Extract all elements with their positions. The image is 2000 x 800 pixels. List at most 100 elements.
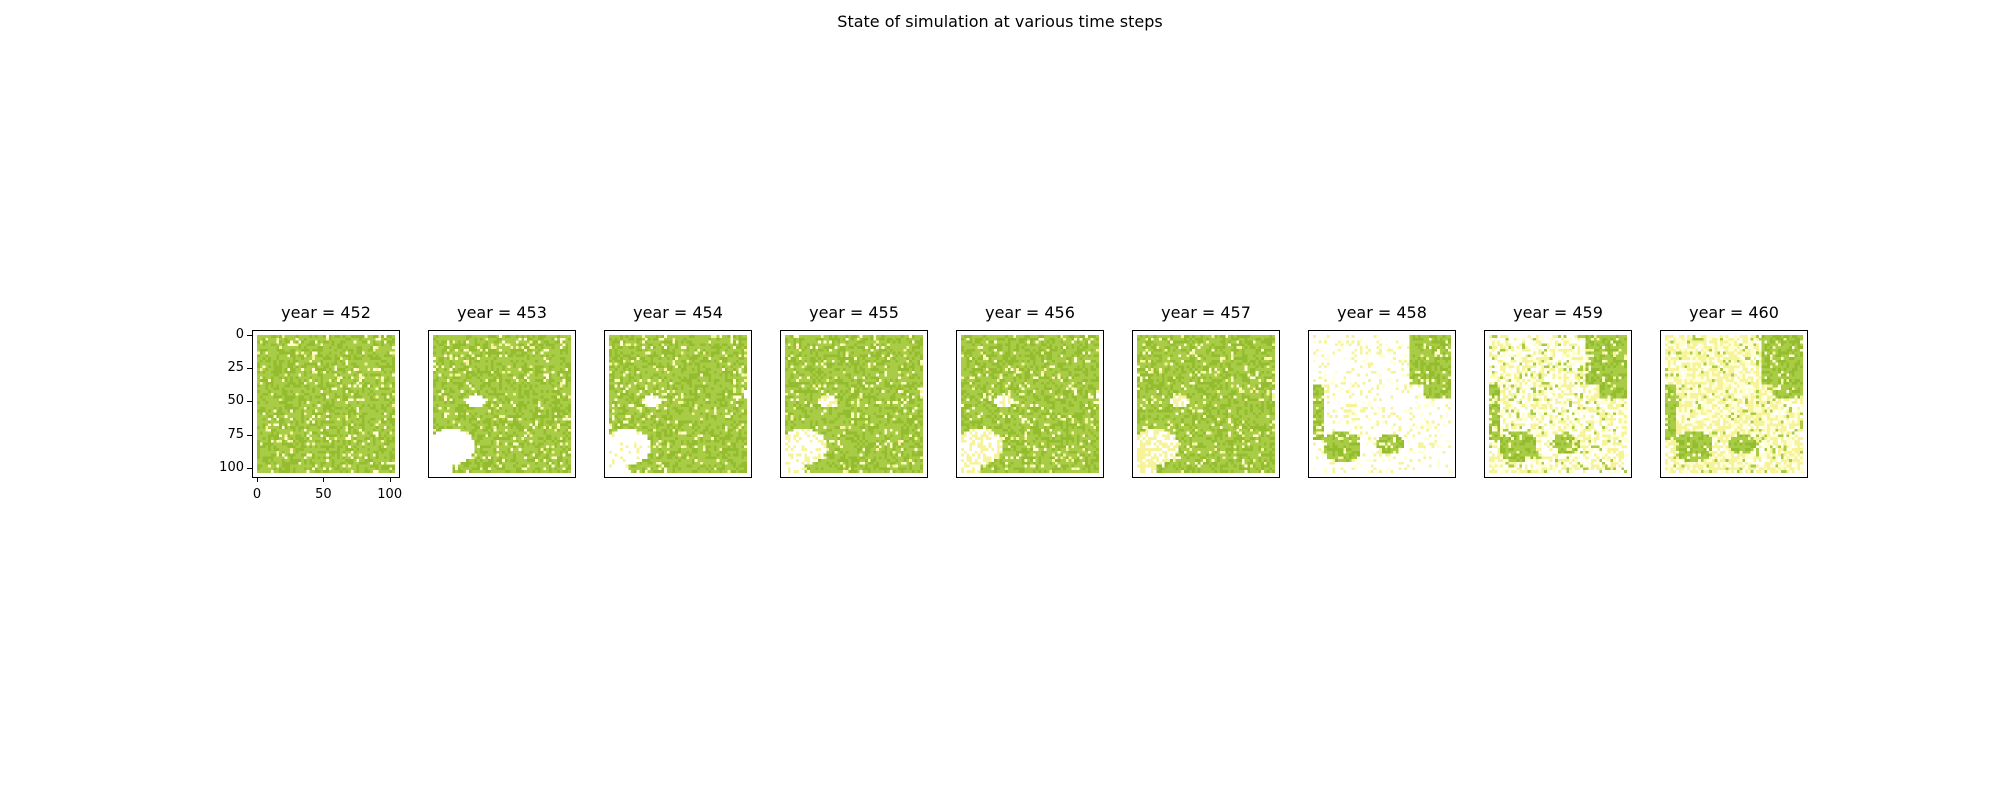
heatmap-cell xyxy=(513,387,516,391)
heatmap-cell xyxy=(524,348,527,352)
heatmap-cell xyxy=(568,362,571,366)
heatmap-cell xyxy=(273,401,277,405)
heatmap-cell xyxy=(548,464,552,468)
heatmap-cell xyxy=(276,392,280,396)
heatmap-cell xyxy=(281,434,285,438)
heatmap-cell xyxy=(378,450,382,454)
heatmap-cell xyxy=(292,392,296,396)
heatmap-cell xyxy=(471,415,475,418)
heatmap-cell xyxy=(334,381,338,385)
heatmap-cell xyxy=(449,335,453,338)
heatmap-cell xyxy=(532,406,536,410)
heatmap-cell xyxy=(507,448,511,452)
heatmap-cell xyxy=(328,354,332,358)
heatmap-cell xyxy=(482,459,486,463)
heatmap-cell xyxy=(510,376,514,380)
heatmap-cell xyxy=(559,453,563,457)
heatmap-cell xyxy=(433,439,436,443)
heatmap-cell xyxy=(540,450,544,454)
heatmap-cell xyxy=(504,395,508,399)
heatmap-cell xyxy=(345,384,349,388)
heatmap-cell xyxy=(350,409,354,413)
heatmap-cell xyxy=(444,431,447,435)
heatmap-cell xyxy=(337,343,340,347)
heatmap-cell xyxy=(444,365,447,369)
heatmap-cell xyxy=(389,415,393,418)
heatmap-cell xyxy=(353,390,357,394)
heatmap-cell xyxy=(392,387,395,391)
heatmap-cell xyxy=(265,359,269,363)
heatmap-cell xyxy=(381,439,385,443)
heatmap-cell xyxy=(502,434,505,438)
heatmap-cell xyxy=(392,437,395,441)
heatmap-cell xyxy=(259,357,263,360)
heatmap-cell xyxy=(257,423,260,427)
heatmap-cell xyxy=(378,434,382,438)
heatmap-cell xyxy=(551,431,555,435)
heatmap-cell xyxy=(334,450,338,454)
heatmap-cell xyxy=(372,415,376,418)
heatmap-cell xyxy=(540,351,544,355)
heatmap-cell xyxy=(290,445,294,449)
heatmap-cell xyxy=(438,445,442,449)
heatmap-cell xyxy=(537,384,541,388)
heatmap-cell xyxy=(314,467,318,471)
heatmap-cell xyxy=(493,368,497,372)
heatmap-cell xyxy=(479,439,483,443)
heatmap-cell xyxy=(568,461,571,465)
heatmap-cell xyxy=(507,417,511,421)
heatmap-cell xyxy=(342,346,346,349)
heatmap-cell xyxy=(441,343,445,347)
heatmap-cell xyxy=(339,387,343,391)
heatmap-cell xyxy=(353,398,357,402)
heatmap-cell xyxy=(548,390,552,394)
heatmap-cell xyxy=(504,453,508,457)
heatmap-cell xyxy=(339,346,343,349)
heatmap-cell xyxy=(513,442,516,446)
heatmap-cell xyxy=(284,420,288,424)
heatmap-cell xyxy=(559,439,563,443)
heatmap-cell xyxy=(513,346,516,349)
heatmap-cell xyxy=(326,359,329,363)
heatmap-cell xyxy=(345,448,349,452)
heatmap-cell xyxy=(295,384,299,388)
heatmap-cell xyxy=(383,450,387,454)
heatmap-cell xyxy=(471,337,475,341)
heatmap-cell xyxy=(262,357,266,360)
heatmap-cell xyxy=(457,351,461,355)
heatmap-cell xyxy=(386,365,390,369)
heatmap-cell xyxy=(309,362,313,366)
heatmap-cell xyxy=(499,381,503,385)
heatmap-cell xyxy=(281,420,285,424)
heatmap-cell xyxy=(479,448,483,452)
heatmap-cell xyxy=(364,401,368,405)
heatmap-cell xyxy=(446,470,450,473)
heatmap-cell xyxy=(510,379,514,383)
heatmap-cell xyxy=(479,376,483,380)
heatmap-cell xyxy=(303,461,307,465)
heatmap-cell xyxy=(457,417,461,421)
heatmap-cell xyxy=(337,376,340,380)
heatmap-cell xyxy=(460,431,464,435)
heatmap-cell xyxy=(568,401,571,405)
heatmap-cell xyxy=(435,450,439,454)
heatmap-cell xyxy=(273,409,277,413)
heatmap-cell xyxy=(488,376,492,380)
heatmap-cell xyxy=(468,434,472,438)
heatmap-cell xyxy=(444,404,447,407)
heatmap-cell xyxy=(342,431,346,435)
heatmap-cell xyxy=(367,337,371,341)
heatmap-cell xyxy=(510,351,514,355)
heatmap-cell xyxy=(265,373,269,377)
heatmap-cell xyxy=(331,426,335,429)
heatmap-cell xyxy=(292,431,296,435)
heatmap-cell xyxy=(389,431,393,435)
heatmap-cell xyxy=(562,381,566,385)
heatmap-cell xyxy=(262,384,266,388)
heatmap-cell xyxy=(386,412,390,416)
heatmap-cell xyxy=(485,450,489,454)
heatmap-cell xyxy=(559,373,563,377)
heatmap-cell xyxy=(455,417,458,421)
heatmap-cell xyxy=(532,387,536,391)
heatmap-cell xyxy=(474,426,478,429)
